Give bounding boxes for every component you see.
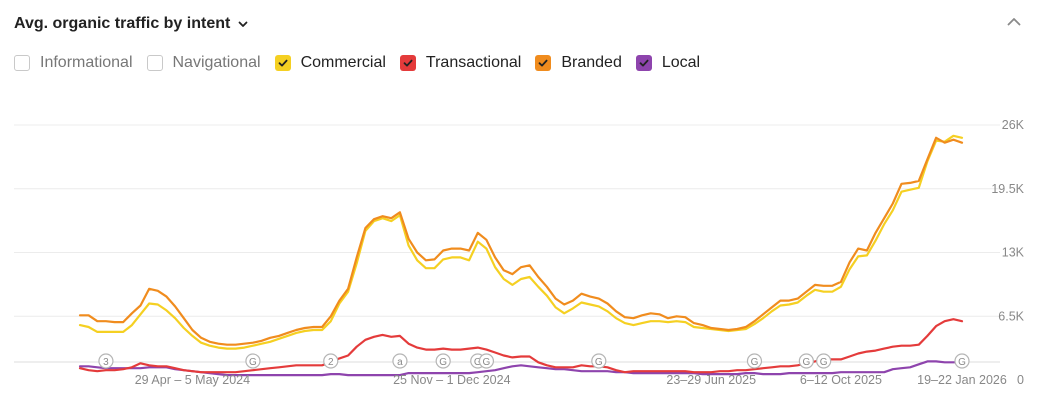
event-marker[interactable]: G [591,353,607,369]
event-marker-label: G [802,357,810,368]
x-tick-label: 25 Nov – 1 Dec 2024 [393,373,510,387]
chart-header: Avg. organic traffic by intent [14,12,249,36]
legend-label-local: Local [661,54,701,71]
legend-label-navigational: Navigational [172,54,261,71]
legend-item-local[interactable]: Local [635,54,701,72]
legend-checkbox-transactional[interactable] [399,55,416,71]
event-marker-label: G [439,357,447,368]
event-marker[interactable]: G [798,353,814,369]
series-line-transactional[interactable] [78,318,964,374]
event-marker-circle [392,353,408,369]
legend-checkbox-informational[interactable] [14,55,30,71]
legend-item-transactional[interactable]: Transactional [399,54,522,72]
event-marker-label: G [958,357,966,368]
y-tick-label: 13K [1002,246,1025,260]
legend-item-branded[interactable]: Branded [535,54,622,72]
legend-checkbox-branded[interactable] [535,55,552,71]
series-line-commercial[interactable] [78,134,964,350]
event-marker[interactable]: G [746,353,763,369]
legend-checkbox-navigational[interactable] [146,55,163,71]
x-tick-label: 6–12 Oct 2025 [800,373,882,387]
event-marker[interactable]: G [954,353,970,369]
event-marker[interactable]: 2 [323,353,339,369]
event-marker-circle [323,353,339,369]
event-marker-label: 3 [103,357,109,368]
event-marker[interactable]: a [392,353,408,369]
event-marker-circle [591,353,607,369]
event-marker[interactable]: 3 [98,353,114,369]
chart-title[interactable]: Avg. organic traffic by intent [14,15,231,32]
x-tick-label: 29 Apr – 5 May 2024 [135,373,250,387]
legend-label-branded: Branded [561,54,622,71]
event-marker[interactable]: G [478,353,495,369]
event-marker-circle [954,353,970,369]
legend: Informational Navigational Commercial Trans… [14,54,714,72]
event-marker-circle [478,353,495,369]
event-marker-label: G [820,357,828,368]
event-marker-label: G [751,357,759,368]
y-tick-label: 19.5K [991,182,1024,196]
event-marker-label: G [595,357,603,368]
legend-label-informational: Informational [40,54,133,71]
event-marker-label: a [397,357,403,368]
event-marker-label: G [474,357,482,368]
checkmark-icon [278,59,288,67]
chevron-down-icon[interactable] [237,18,249,30]
checkmark-icon [639,59,649,67]
event-marker-circle [798,353,814,369]
event-marker-circle [245,353,261,369]
legend-label-commercial: Commercial [300,54,386,71]
event-marker-label: G [249,357,257,368]
y-tick-label: 0 [1017,373,1024,387]
y-tick-label: 26K [1002,118,1025,132]
event-marker[interactable]: G [435,353,451,369]
checkmark-icon [403,59,413,67]
event-marker-circle [816,353,832,369]
legend-checkbox-local[interactable] [635,55,652,71]
event-marker-circle [435,353,451,369]
checkmark-icon [538,59,548,67]
chevron-up-icon [1007,18,1021,26]
event-marker-circle [746,353,763,369]
event-marker[interactable]: G [245,353,261,369]
legend-label-transactional: Transactional [425,54,522,71]
x-tick-label: 19–22 Jan 2026 [917,373,1007,387]
event-marker-circle [98,353,114,369]
legend-checkbox-commercial[interactable] [274,55,291,71]
collapse-button[interactable] [1004,12,1024,32]
y-tick-label: 6.5K [998,309,1024,323]
event-marker[interactable]: G [816,353,832,369]
event-marker-label: 2 [328,357,334,368]
legend-item-commercial[interactable]: Commercial [274,54,386,72]
legend-item-informational[interactable]: Informational [14,54,133,72]
series-line-branded[interactable] [78,136,964,346]
legend-item-navigational[interactable]: Navigational [146,54,261,72]
x-tick-label: 23–29 Jun 2025 [666,373,756,387]
series-line-local[interactable] [78,360,964,377]
event-marker-label: G [483,357,491,368]
